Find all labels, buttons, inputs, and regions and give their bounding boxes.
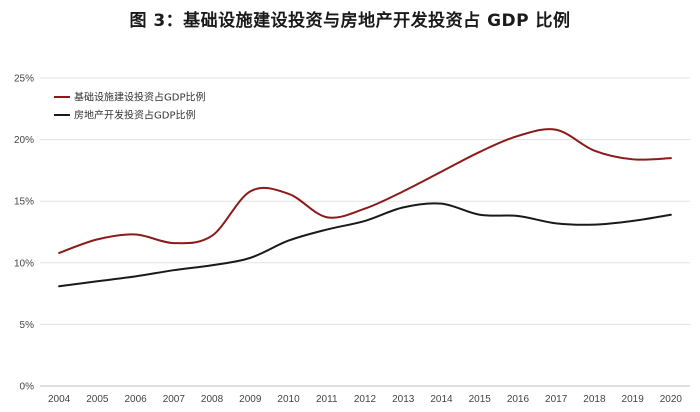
data-point xyxy=(210,263,215,268)
data-point xyxy=(171,241,176,246)
x-tick-label: 2009 xyxy=(239,394,262,405)
x-tick-label: 2004 xyxy=(48,394,71,405)
x-tick-label: 2016 xyxy=(507,394,530,405)
data-point xyxy=(477,149,482,154)
x-tick-label: 2012 xyxy=(354,394,377,405)
x-tick-label: 2011 xyxy=(316,394,338,405)
data-point xyxy=(554,127,559,132)
x-tick-label: 2006 xyxy=(124,394,147,405)
x-tick-label: 2010 xyxy=(277,394,300,405)
data-point xyxy=(668,212,673,217)
data-point xyxy=(363,206,368,211)
x-tick-label: 2014 xyxy=(430,394,453,405)
x-tick-label: 2005 xyxy=(86,394,109,405)
data-point xyxy=(57,284,62,289)
data-point xyxy=(439,169,444,174)
x-axis-ticks: 2004 2005 2006 2007 2008 2009 2010 2011 2012 2013… xyxy=(48,394,682,405)
data-point xyxy=(515,213,520,218)
data-point xyxy=(401,205,406,210)
data-point xyxy=(630,218,635,223)
data-point xyxy=(592,148,597,153)
y-tick-label: 0% xyxy=(20,382,35,393)
gridlines xyxy=(40,77,690,387)
data-point xyxy=(668,156,673,161)
data-point xyxy=(324,215,329,220)
data-point xyxy=(515,133,520,138)
chart-title: 图 3：基础设施建设投资与房地产开发投资占 GDP 比例 xyxy=(129,11,571,31)
x-tick-label: 2020 xyxy=(660,394,683,405)
data-point xyxy=(133,274,138,279)
x-tick-label: 2013 xyxy=(392,394,415,405)
data-point xyxy=(286,191,291,196)
data-point xyxy=(133,232,138,237)
y-tick-label: 20% xyxy=(14,135,34,146)
data-point xyxy=(554,221,559,226)
legend-label: 房地产开发投资占GDP比例 xyxy=(74,109,195,122)
data-point xyxy=(401,189,406,194)
data-point xyxy=(95,279,100,284)
data-point xyxy=(248,189,253,194)
data-point xyxy=(57,250,62,255)
y-tick-label: 10% xyxy=(14,258,34,269)
y-tick-label: 15% xyxy=(14,197,34,208)
series-line-1 xyxy=(58,128,672,254)
x-tick-label: 2019 xyxy=(622,394,645,405)
data-point xyxy=(248,255,253,260)
x-tick-label: 2018 xyxy=(583,394,606,405)
series-lines xyxy=(57,127,673,289)
series-line-2 xyxy=(58,202,672,288)
data-point xyxy=(95,237,100,242)
y-axis-ticks: 0% 5% 10% 15% 20% 25% xyxy=(14,74,34,393)
data-point xyxy=(477,212,482,217)
y-tick-label: 25% xyxy=(14,74,34,85)
x-tick-label: 2007 xyxy=(163,394,186,405)
data-point xyxy=(210,233,215,238)
x-tick-label: 2008 xyxy=(201,394,224,405)
data-point xyxy=(363,218,368,223)
x-tick-label: 2017 xyxy=(545,394,568,405)
data-point xyxy=(171,268,176,273)
legend-label: 基础设施建设投资占GDP比例 xyxy=(74,91,205,104)
data-point xyxy=(439,201,444,206)
data-point xyxy=(324,227,329,232)
data-point xyxy=(630,157,635,162)
data-point xyxy=(286,238,291,243)
data-point xyxy=(592,222,597,227)
y-tick-label: 5% xyxy=(20,320,35,331)
x-tick-label: 2015 xyxy=(469,394,492,405)
